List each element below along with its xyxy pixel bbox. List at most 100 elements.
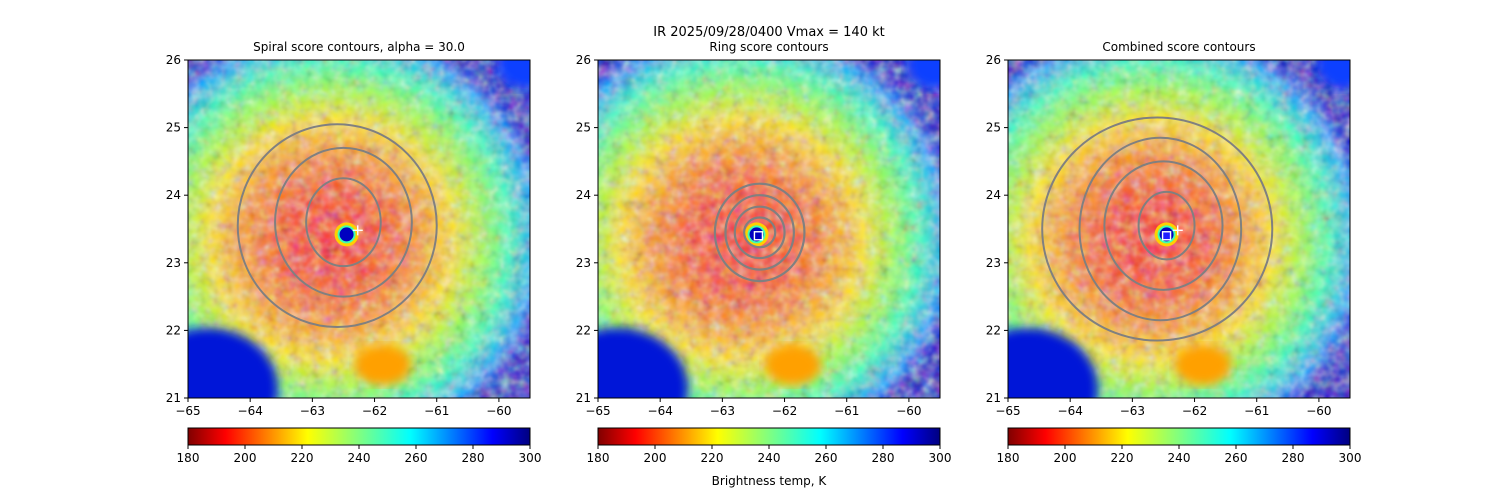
clear-sky-region [1317, 60, 1350, 89]
y-tick-label: 23 [576, 256, 591, 270]
clear-sky-region [907, 60, 940, 89]
eye [749, 227, 764, 242]
colorbar-tick-label: 180 [177, 451, 200, 465]
x-tick-label: −63 [710, 404, 735, 418]
convective-cell [355, 345, 411, 385]
square-marker [1161, 231, 1172, 241]
panel-2: Ring score contours −65 −64 −63 −62 −61 −60 21 2… [576, 40, 952, 465]
score-contour [236, 123, 438, 329]
score-contour [743, 216, 777, 249]
panel-title: Spiral score contours, alpha = 30.0 [253, 40, 465, 54]
square-marker [753, 231, 764, 241]
panel-title: Ring score contours [709, 40, 828, 54]
y-tick-label: 23 [986, 256, 1001, 270]
colorbar-tick-label: 280 [462, 451, 485, 465]
score-contour [274, 146, 413, 298]
colorbar-tick-label: 220 [701, 451, 724, 465]
score-contour [1041, 116, 1274, 342]
y-tick-label: 22 [986, 323, 1001, 337]
plus-marker [1172, 225, 1183, 236]
axes-frame [597, 59, 941, 399]
colorbar-tick-label: 300 [929, 451, 952, 465]
colorbar-tick-label: 240 [1168, 451, 1191, 465]
colorbar-tick-label: 300 [1339, 451, 1362, 465]
x-tick-label: −60 [486, 404, 511, 418]
y-tick-label: 25 [166, 121, 181, 135]
y-tick-label: 26 [166, 53, 181, 67]
colorbar-gradient [597, 427, 941, 446]
x-tick-label: −65 [995, 404, 1020, 418]
score-contour [733, 205, 786, 260]
colorbar-label: Brightness temp, K [712, 474, 828, 488]
score-contour [1103, 160, 1224, 291]
y-tick-label: 23 [166, 256, 181, 270]
colorbar: 180 200 220 240 260 280 300 [997, 427, 1362, 465]
clear-sky-region [598, 328, 688, 398]
y-tick-label: 24 [166, 188, 181, 202]
colorbar-tick-label: 280 [1282, 451, 1305, 465]
x-tick-label: −61 [424, 404, 449, 418]
colorbar: 180 200 220 240 260 280 300 [177, 427, 542, 465]
clear-sky-region [1008, 328, 1098, 398]
x-tick-label: −63 [300, 404, 325, 418]
convective-cell [1175, 345, 1231, 385]
colorbar-tick-label: 220 [291, 451, 314, 465]
score-contour [713, 182, 806, 283]
score-contour [724, 194, 795, 271]
axes-frame [1007, 59, 1351, 399]
x-tick-label: −60 [896, 404, 921, 418]
x-tick-label: −62 [1182, 404, 1207, 418]
y-tick-label: 24 [576, 188, 591, 202]
panel-3: Combined score contours −65 −64 −63 −62 −61 −6… [986, 40, 1362, 465]
convective-cell [765, 345, 821, 385]
x-tick-label: −62 [772, 404, 797, 418]
ir-imagery [598, 60, 940, 398]
colorbar-gradient [187, 427, 531, 446]
clear-sky-region [497, 60, 530, 89]
score-contour [1078, 136, 1243, 322]
colorbar-tick-label: 180 [587, 451, 610, 465]
x-tick-label: −62 [362, 404, 387, 418]
colorbar-tick-label: 240 [348, 451, 371, 465]
axes-frame [187, 59, 531, 399]
x-tick-label: −60 [1306, 404, 1331, 418]
panel-1: Spiral score contours, alpha = 30.0 −65 −6… [166, 40, 542, 465]
y-tick-label: 22 [166, 323, 181, 337]
y-tick-label: 21 [986, 391, 1001, 405]
colorbar-tick-label: 180 [997, 451, 1020, 465]
clear-sky-region [188, 328, 278, 398]
x-tick-label: −64 [1058, 404, 1083, 418]
score-contour [305, 177, 382, 268]
x-tick-label: −64 [238, 404, 263, 418]
colorbar-gradient [1007, 427, 1351, 446]
figure-suptitle: IR 2025/09/28/0400 Vmax = 140 kt [653, 25, 884, 40]
x-tick-label: −63 [1120, 404, 1145, 418]
y-tick-label: 26 [576, 53, 591, 67]
x-tick-label: −64 [648, 404, 673, 418]
colorbar-tick-label: 200 [1054, 451, 1077, 465]
colorbar-tick-label: 220 [1111, 451, 1134, 465]
x-tick-label: −61 [834, 404, 859, 418]
colorbar-tick-label: 300 [519, 451, 542, 465]
y-tick-label: 24 [986, 188, 1001, 202]
colorbar: 180 200 220 240 260 280 300 [587, 427, 952, 465]
y-tick-label: 21 [166, 391, 181, 405]
colorbar-tick-label: 200 [234, 451, 257, 465]
y-tick-label: 21 [576, 391, 591, 405]
colorbar-tick-label: 260 [1225, 451, 1248, 465]
colorbar-tick-label: 280 [872, 451, 895, 465]
plus-marker [352, 225, 363, 236]
colorbar-tick-label: 200 [644, 451, 667, 465]
y-tick-label: 25 [986, 121, 1001, 135]
ir-imagery [1008, 60, 1350, 398]
y-tick-label: 26 [986, 53, 1001, 67]
y-tick-label: 22 [576, 323, 591, 337]
eye [339, 227, 354, 242]
colorbar-tick-label: 260 [815, 451, 838, 465]
x-tick-label: −65 [175, 404, 200, 418]
colorbar-tick-label: 240 [758, 451, 781, 465]
panel-title: Combined score contours [1102, 40, 1255, 54]
colorbar-tick-label: 260 [405, 451, 428, 465]
x-tick-label: −61 [1244, 404, 1269, 418]
